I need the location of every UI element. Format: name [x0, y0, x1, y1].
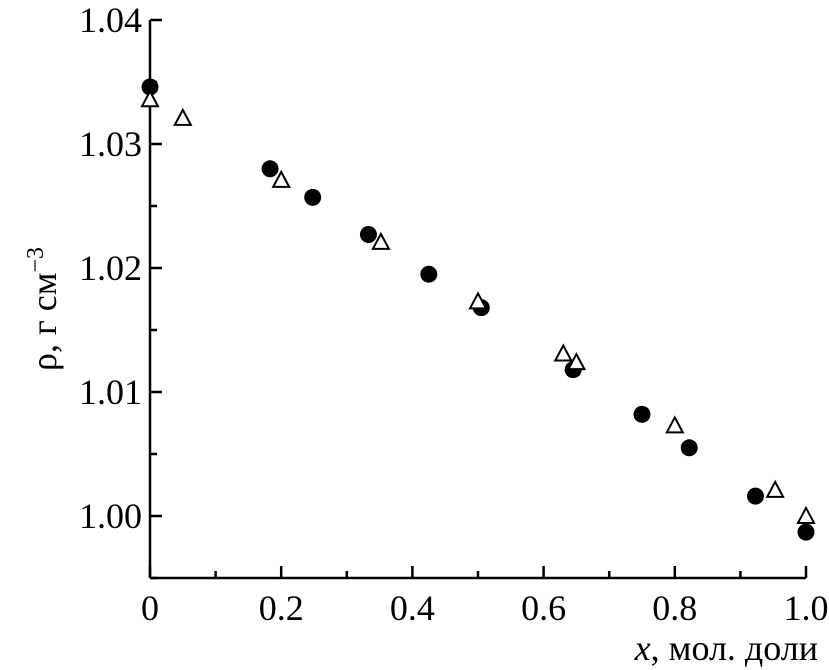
triangle-point	[566, 352, 587, 371]
triangle-point	[468, 291, 488, 310]
y-axis-main: ρ, г см	[24, 273, 64, 372]
triangle-point	[665, 415, 685, 434]
x-tick-label: 0.6	[521, 588, 566, 628]
y-tick-label: 1.04	[79, 0, 142, 40]
y-tick-label: 1.02	[79, 248, 142, 288]
circle-point	[680, 439, 698, 457]
circle-point	[261, 160, 279, 178]
x-axis-variable: x	[634, 628, 651, 668]
x-tick-label: 0.2	[259, 588, 304, 628]
x-axis-label: x, мол. доли	[634, 628, 818, 668]
x-tick-label: 0.8	[652, 588, 697, 628]
y-tick-label: 1.03	[79, 124, 142, 164]
triangle-point	[140, 89, 160, 108]
circle-point	[420, 265, 438, 283]
circle-point	[797, 523, 815, 541]
triangle-point	[553, 343, 573, 362]
data-points	[140, 78, 816, 541]
triangle-point	[271, 169, 291, 188]
y-ticks: 1.00 1.01 1.02 1.03 1.04	[79, 0, 162, 580]
x-tick-label: 0.4	[390, 588, 435, 628]
y-tick-label: 1.01	[79, 372, 142, 412]
triangle-point	[173, 107, 193, 126]
x-tick-label: 0	[141, 588, 159, 628]
circle-point	[359, 226, 377, 244]
triangle-point	[796, 505, 816, 524]
triangle-point	[765, 479, 785, 498]
circle-point	[304, 188, 322, 206]
y-axis-label: ρ, г см−3	[23, 247, 64, 371]
y-tick-label: 1.00	[79, 496, 142, 536]
circle-point	[633, 405, 651, 423]
triangle-point	[371, 231, 391, 250]
y-axis-superscript: −3	[23, 247, 49, 273]
x-tick-label: 1.0	[784, 588, 829, 628]
circle-point	[746, 487, 764, 505]
x-axis-unit: , мол. доли	[651, 628, 818, 668]
circle-point	[141, 78, 159, 96]
x-ticks: 0 0.2 0.4 0.6 0.8 1.0	[141, 566, 829, 628]
